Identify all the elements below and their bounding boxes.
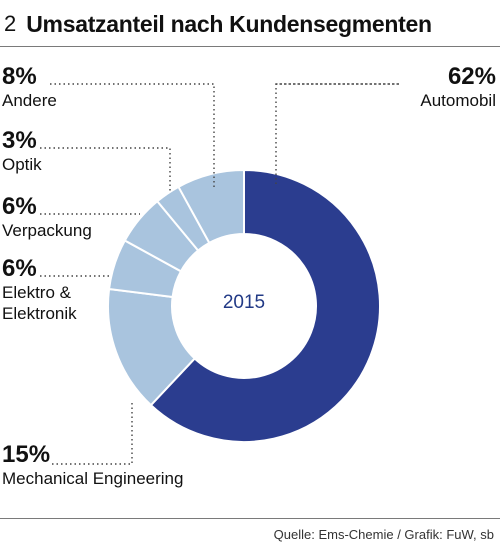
- label-verpackung: 6% Verpackung: [2, 194, 92, 241]
- leader-mechanical-engineering: [52, 400, 133, 465]
- slice-label-elektro: Elektro & Elektronik: [2, 283, 77, 323]
- label-elektro: 6% Elektro & Elektronik: [2, 256, 142, 324]
- slice-label-automobil: Automobil: [420, 91, 496, 110]
- source-credit: Quelle: Ems-Chemie / Grafik: FuW, sb: [273, 527, 494, 542]
- slice-automobil: [149, 168, 381, 443]
- slice-value-optik: 3%: [2, 127, 37, 154]
- leader-andere: [50, 83, 215, 188]
- slice-value-automobil: 62%: [447, 63, 496, 90]
- slice-label-mechanical-engineering: Mechanical Engineering: [2, 469, 184, 488]
- bottom-divider: [0, 518, 500, 519]
- slice-value-andere: 8%: [2, 63, 37, 90]
- leader-automobil: [275, 83, 400, 184]
- slice-value-mechanical-engineering: 15%: [2, 441, 51, 468]
- slice-andere: [177, 168, 245, 245]
- top-divider: [0, 46, 500, 47]
- chart-title: Umsatzanteil nach Kundensegmenten: [26, 10, 432, 37]
- chart-header: 2 Umsatzanteil nach Kundensegmenten: [0, 6, 432, 42]
- label-andere: 8% Andere: [2, 64, 57, 111]
- slice-label-optik: Optik: [2, 155, 42, 174]
- label-automobil: 62% Automobil: [420, 64, 496, 111]
- slice-label-verpackung: Verpackung: [2, 221, 92, 240]
- chart-number: 2: [4, 11, 17, 36]
- center-label: 2015: [223, 292, 265, 313]
- leader-optik: [40, 147, 171, 192]
- slice-value-verpackung: 6%: [2, 193, 37, 220]
- slice-value-elektro: 6%: [2, 255, 37, 282]
- slice-label-andere: Andere: [2, 91, 57, 110]
- label-optik: 3% Optik: [2, 128, 42, 175]
- label-mechanical-engineering: 15% Mechanical Engineering: [2, 442, 183, 489]
